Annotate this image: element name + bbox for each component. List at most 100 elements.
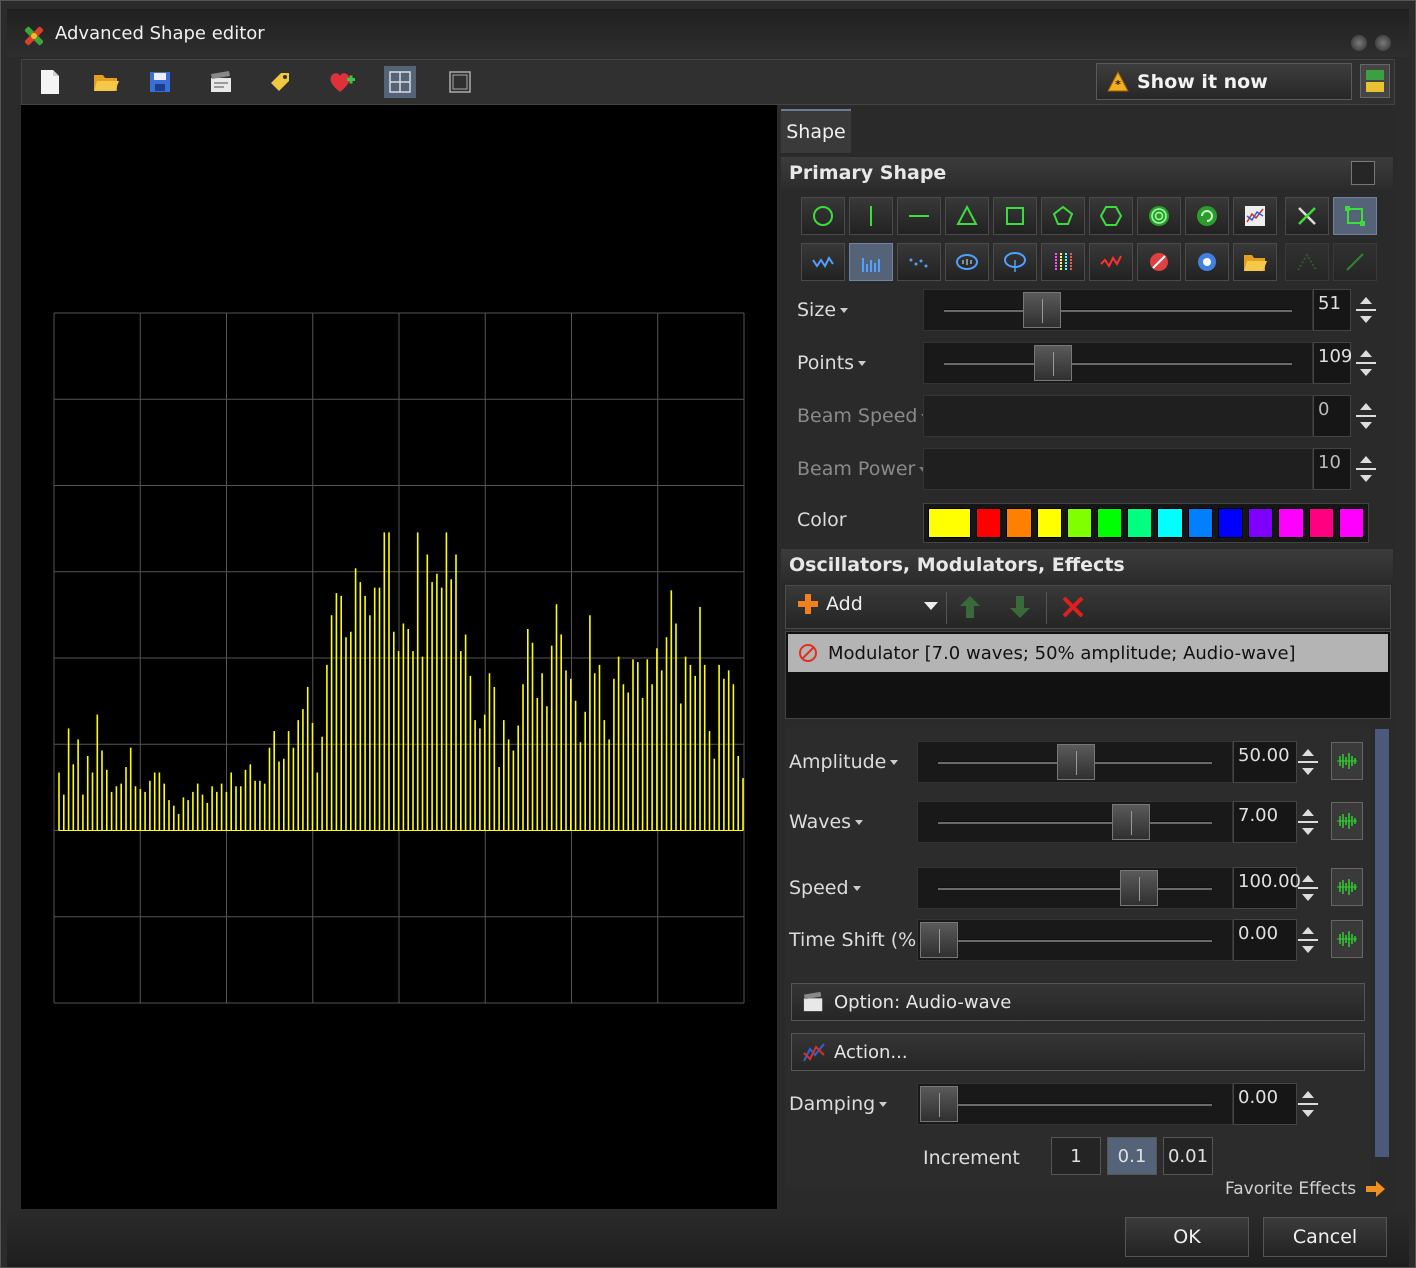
amplitude-slider-thumb[interactable]: [1057, 744, 1095, 780]
speed-label[interactable]: Speed: [789, 877, 861, 899]
waves-label[interactable]: Waves: [789, 811, 864, 833]
color-swatch[interactable]: [1248, 508, 1274, 538]
shape-graph-button[interactable]: [1233, 197, 1277, 235]
color-swatch[interactable]: [1217, 508, 1244, 538]
speed-slider-thumb[interactable]: [1120, 870, 1159, 906]
cancel-button[interactable]: Cancel: [1263, 1217, 1387, 1257]
move-up-icon[interactable]: [958, 594, 982, 620]
damping-slider-thumb[interactable]: [920, 1086, 958, 1122]
shape-circle-button[interactable]: [801, 197, 845, 235]
layout-button[interactable]: [1360, 64, 1390, 98]
shape-concentric-button[interactable]: [1137, 197, 1181, 235]
favorite-effects-button[interactable]: Favorite Effects: [1225, 1179, 1386, 1199]
favorite-add-button[interactable]: [326, 66, 358, 98]
time-shift-label[interactable]: Time Shift (%): [789, 929, 936, 951]
shape-wave-button[interactable]: [801, 243, 845, 281]
list-item[interactable]: Modulator [7.0 waves; 50% amplitude; Aud…: [788, 634, 1388, 672]
shape-bars-button[interactable]: [849, 243, 893, 281]
time-shift-slider[interactable]: [917, 919, 1233, 961]
ok-button[interactable]: OK: [1125, 1217, 1249, 1257]
show-it-now-button[interactable]: * Show it now: [1096, 63, 1352, 100]
color-swatch[interactable]: [1187, 508, 1213, 538]
color-swatch[interactable]: [1308, 508, 1334, 538]
waves-slider[interactable]: [917, 801, 1233, 843]
shape-vertical-line-button[interactable]: [849, 197, 893, 235]
size-label[interactable]: Size: [797, 299, 849, 321]
single-view-button[interactable]: [444, 66, 476, 98]
add-effect-button[interactable]: Add: [796, 592, 863, 616]
tab-shape[interactable]: Shape: [781, 109, 851, 153]
color-swatch[interactable]: [928, 508, 972, 538]
points-slider-thumb[interactable]: [1033, 345, 1072, 381]
action-button[interactable]: Action...: [791, 1033, 1365, 1071]
shape-red-ball-button[interactable]: [1137, 243, 1181, 281]
shape-pentagon-button[interactable]: [1041, 197, 1085, 235]
damping-spinner[interactable]: [1297, 1084, 1319, 1124]
option-button[interactable]: Option: Audio-wave: [791, 983, 1365, 1021]
color-swatch[interactable]: [1278, 508, 1304, 538]
waves-slider-thumb[interactable]: [1111, 804, 1150, 840]
shape-blue-ball-button[interactable]: [1185, 243, 1229, 281]
damping-label[interactable]: Damping: [789, 1093, 888, 1115]
amplitude-value[interactable]: 50.00: [1233, 741, 1297, 783]
increment-0-1-button[interactable]: 0.1: [1107, 1137, 1157, 1175]
shape-cross-button[interactable]: [1285, 197, 1329, 235]
time-shift-audio-button[interactable]: [1331, 920, 1363, 958]
amplitude-label[interactable]: Amplitude: [789, 751, 899, 773]
shape-dots-button[interactable]: [897, 243, 941, 281]
amplitude-slider[interactable]: [917, 741, 1233, 783]
color-swatch[interactable]: [1157, 508, 1183, 538]
size-spinner[interactable]: [1355, 290, 1377, 330]
shape-frame-button[interactable]: [1333, 197, 1377, 235]
color-swatch[interactable]: [1006, 508, 1032, 538]
color-swatch[interactable]: [1338, 508, 1364, 538]
delete-icon[interactable]: [1060, 594, 1086, 620]
damping-value[interactable]: 0.00: [1233, 1083, 1297, 1125]
amplitude-audio-button[interactable]: [1331, 742, 1363, 780]
size-slider-thumb[interactable]: [1023, 292, 1062, 328]
time-shift-spinner[interactable]: [1297, 920, 1319, 960]
close-button[interactable]: [1375, 35, 1391, 51]
color-swatch[interactable]: [976, 508, 1002, 538]
points-value[interactable]: 109: [1313, 342, 1352, 384]
minimize-button[interactable]: [1351, 35, 1367, 51]
time-shift-slider-thumb[interactable]: [920, 922, 958, 958]
shape-spiral-button[interactable]: [1185, 197, 1229, 235]
save-button[interactable]: [144, 66, 176, 98]
shape-diagonal-button[interactable]: [1333, 243, 1377, 281]
shape-ellipse-audio-button[interactable]: [945, 243, 989, 281]
shape-folder-button[interactable]: [1233, 243, 1277, 281]
time-shift-value[interactable]: 0.00: [1233, 919, 1297, 961]
properties-button[interactable]: [206, 66, 238, 98]
points-spinner[interactable]: [1355, 343, 1377, 383]
shape-horizontal-line-button[interactable]: [897, 197, 941, 235]
speed-slider[interactable]: [917, 867, 1233, 909]
shape-triangle-button[interactable]: [945, 197, 989, 235]
shape-square-button[interactable]: [993, 197, 1037, 235]
color-swatch[interactable]: [1127, 508, 1153, 538]
size-slider[interactable]: [923, 289, 1313, 331]
points-slider[interactable]: [923, 342, 1313, 384]
size-value[interactable]: 51: [1313, 289, 1351, 331]
waves-audio-button[interactable]: [1331, 802, 1363, 840]
tag-button[interactable]: [264, 66, 296, 98]
color-swatch[interactable]: [1036, 508, 1062, 538]
speed-spinner[interactable]: [1297, 868, 1319, 908]
preview-canvas[interactable]: [21, 105, 777, 1209]
increment-0-01-button[interactable]: 0.01: [1163, 1137, 1213, 1175]
waves-value[interactable]: 7.00: [1233, 801, 1297, 843]
points-label[interactable]: Points: [797, 352, 867, 374]
color-swatch[interactable]: [1066, 508, 1092, 538]
increment-1-button[interactable]: 1: [1051, 1137, 1101, 1175]
shape-hexagon-button[interactable]: [1089, 197, 1133, 235]
primary-shape-checkbox[interactable]: [1351, 161, 1375, 185]
shape-red-wave-button[interactable]: [1089, 243, 1133, 281]
amplitude-spinner[interactable]: [1297, 742, 1319, 782]
shape-ellipse-audio2-button[interactable]: [993, 243, 1037, 281]
waves-spinner[interactable]: [1297, 802, 1319, 842]
speed-value[interactable]: 100.00: [1233, 867, 1301, 909]
move-down-icon[interactable]: [1008, 594, 1032, 620]
add-dropdown-icon[interactable]: [924, 602, 938, 610]
open-button[interactable]: [90, 66, 122, 98]
shape-color-bars-button[interactable]: [1041, 243, 1085, 281]
